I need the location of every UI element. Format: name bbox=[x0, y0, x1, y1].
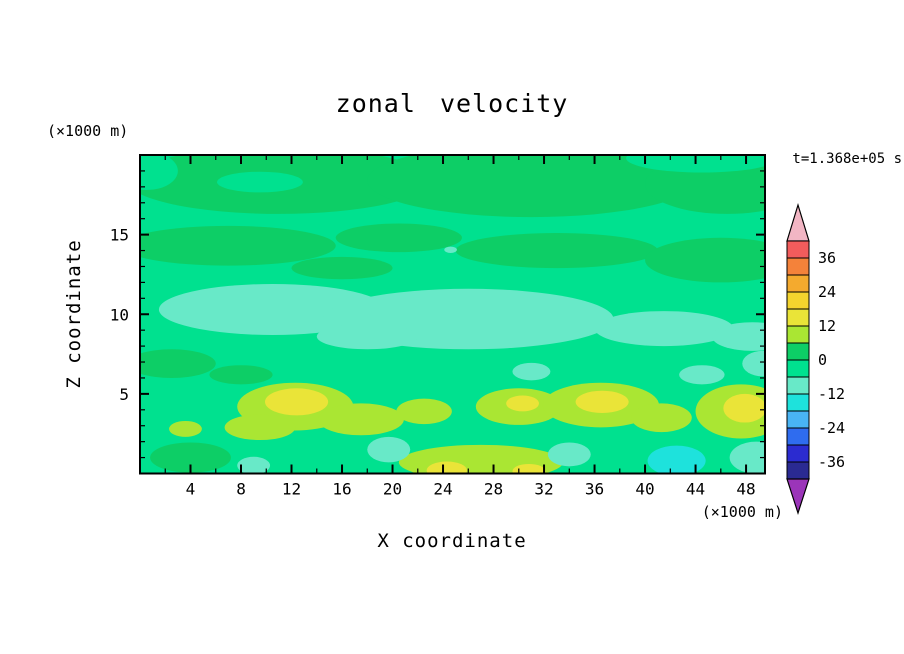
colorbar-band bbox=[786, 274, 810, 293]
contour-region bbox=[455, 233, 658, 269]
plot-title: zonal velocity bbox=[336, 89, 569, 118]
x-tick-label: 24 bbox=[433, 480, 452, 499]
contour-region bbox=[631, 403, 692, 433]
contour-region bbox=[265, 388, 329, 416]
x-tick-label: 4 bbox=[186, 480, 196, 499]
y-axis-unit: (×1000 m) bbox=[47, 122, 128, 140]
colorbar-band bbox=[786, 240, 810, 259]
colorbar-band bbox=[786, 359, 810, 378]
colorbar-label: 0 bbox=[818, 351, 827, 369]
colorbar-label: 24 bbox=[818, 283, 836, 301]
colorbar-arrow-bottom bbox=[786, 478, 810, 515]
contour-region bbox=[679, 365, 725, 385]
colorbar: 36 24 12 0 -12 -24 -36 bbox=[786, 202, 845, 515]
x-axis-unit: (×1000 m) bbox=[702, 503, 783, 521]
x-tick-label: 16 bbox=[332, 480, 351, 499]
x-tick-label: 32 bbox=[534, 480, 553, 499]
y-tick-label: 10 bbox=[110, 305, 129, 324]
y-tick-labels: 5 10 15 bbox=[110, 226, 129, 404]
contour-region bbox=[512, 463, 546, 474]
contour-region bbox=[237, 456, 271, 474]
colorbar-label: 36 bbox=[818, 249, 836, 267]
contour-region bbox=[367, 436, 411, 463]
colorbar-label: -24 bbox=[818, 419, 845, 437]
contour-region bbox=[723, 393, 765, 423]
contour-region bbox=[444, 246, 457, 253]
contour-region bbox=[547, 442, 591, 467]
colorbar-arrow-top bbox=[786, 202, 810, 242]
contour-region bbox=[140, 349, 216, 378]
y-tick-label: 5 bbox=[119, 385, 129, 404]
contour-region bbox=[512, 362, 551, 381]
contour-region bbox=[316, 323, 418, 350]
colorbar-label: -36 bbox=[818, 453, 845, 471]
x-tick-label: 40 bbox=[635, 480, 654, 499]
contour-region bbox=[150, 442, 231, 473]
contour-region bbox=[140, 225, 336, 266]
axis-ticks bbox=[140, 155, 765, 474]
contour-region bbox=[426, 461, 468, 474]
y-axis-label: Z coordinate bbox=[63, 239, 85, 388]
x-tick-label: 28 bbox=[484, 480, 503, 499]
y-tick-label: 15 bbox=[110, 226, 129, 245]
x-tick-label: 36 bbox=[585, 480, 604, 499]
colorbar-label: -12 bbox=[818, 385, 845, 403]
colorbar-band bbox=[786, 376, 810, 395]
colorbar-band bbox=[786, 393, 810, 412]
x-tick-label: 44 bbox=[686, 480, 705, 499]
contour-region bbox=[367, 155, 696, 218]
contour-region bbox=[217, 171, 303, 193]
contour-region bbox=[318, 403, 404, 436]
contour-region bbox=[169, 420, 202, 437]
x-tick-label: 12 bbox=[282, 480, 301, 499]
contour-region bbox=[742, 350, 765, 377]
x-axis-label: X coordinate bbox=[377, 530, 526, 552]
colorbar-band bbox=[786, 461, 810, 480]
colorbar-label: 12 bbox=[818, 317, 836, 335]
contour-field bbox=[140, 155, 765, 474]
colorbar-band bbox=[786, 342, 810, 361]
contour-region bbox=[575, 390, 629, 413]
contour-region bbox=[626, 155, 765, 173]
colorbar-band bbox=[786, 257, 810, 276]
contour-region bbox=[224, 414, 296, 441]
contour-region bbox=[140, 155, 178, 191]
colorbar-band bbox=[786, 308, 810, 327]
contour-region bbox=[729, 441, 765, 474]
contour-region bbox=[647, 445, 706, 474]
x-tick-label: 8 bbox=[236, 480, 246, 499]
colorbar-band bbox=[786, 291, 810, 310]
colorbar-band bbox=[786, 410, 810, 429]
contour-region bbox=[711, 322, 765, 351]
contour-region bbox=[335, 223, 462, 253]
x-tick-label: 20 bbox=[383, 480, 402, 499]
contour-region bbox=[506, 395, 539, 412]
timestamp-label: t=1.368e+05 s bbox=[792, 151, 902, 167]
contour-region bbox=[645, 237, 765, 283]
contour-region bbox=[291, 256, 393, 280]
contour-region bbox=[594, 311, 734, 347]
colorbar-band bbox=[786, 427, 810, 446]
colorbar-band bbox=[786, 444, 810, 463]
contour-region bbox=[396, 398, 452, 425]
contour-region bbox=[398, 444, 563, 474]
x-tick-labels: 4 8 12 16 20 24 28 32 36 40 44 48 bbox=[186, 480, 756, 499]
contour-region bbox=[209, 365, 273, 385]
x-tick-label: 48 bbox=[736, 480, 755, 499]
colorbar-band bbox=[786, 325, 810, 344]
